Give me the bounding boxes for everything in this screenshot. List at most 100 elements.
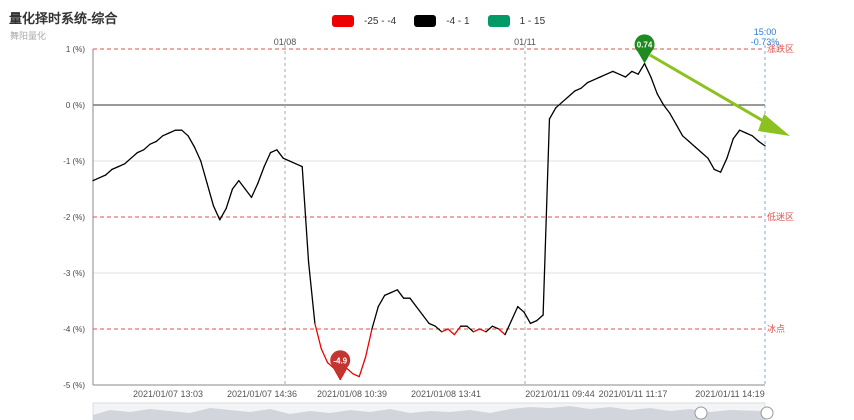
series-segment [219, 207, 227, 221]
series-segment [314, 322, 322, 350]
series-segment [662, 104, 671, 115]
series-segment [434, 325, 443, 333]
legend-label-mid: -4 - 1 [446, 15, 470, 27]
series-segment [263, 151, 272, 168]
series-segment [238, 179, 246, 190]
series-segment [390, 289, 398, 294]
series-segment [580, 81, 589, 89]
y-tick-label: -2 (%) [63, 213, 85, 222]
series-segment [472, 328, 481, 333]
series-segment [466, 325, 475, 333]
series-segment [371, 305, 379, 330]
series-segment [225, 188, 234, 210]
y-tick-label: -1 (%) [63, 157, 85, 166]
legend-swatch-low [332, 15, 354, 27]
series-segment [187, 135, 196, 148]
x-tick-label: 2021/01/08 10:39 [317, 389, 387, 399]
y-tick-label: 1 (%) [66, 45, 85, 54]
legend-item-mid[interactable]: -4 - 1 [414, 15, 470, 27]
series-segment [231, 179, 240, 190]
series-segment [681, 135, 690, 143]
series-segment [345, 367, 354, 375]
series-segment [745, 132, 753, 137]
y-axis: 1 (%) 0 (%) -1 (%) -2 (%) -3 (%) -4 (%) -5 (%) [63, 45, 94, 390]
series-segment [441, 328, 449, 333]
series-segment [244, 188, 253, 199]
series-segment [491, 325, 500, 330]
series-segment [567, 90, 576, 98]
day-marker-label: 01/11 [514, 37, 536, 47]
legend-item-low[interactable]: -25 - -4 [332, 15, 396, 27]
x-tick-label: 2021/01/11 09:44 [525, 389, 594, 399]
threshold-label: 冰点 [767, 323, 785, 334]
series-segment [136, 149, 145, 154]
series-segment [105, 168, 113, 176]
series-segment [447, 328, 456, 336]
series-segment [719, 157, 728, 173]
series-segment [586, 79, 595, 84]
series-segment [726, 137, 734, 159]
threshold-label: 低迷区 [767, 211, 794, 222]
x-tick-label: 2021/01/11 14:19 [695, 389, 764, 399]
series-segment [282, 157, 291, 162]
threshold-label: 涨跌区 [767, 44, 794, 54]
series-segment [498, 328, 506, 336]
series-segment [269, 149, 278, 154]
series-segment [250, 182, 259, 199]
series-segment [377, 294, 386, 308]
series-segment [707, 157, 715, 171]
series-line [92, 62, 766, 381]
series-segment [326, 361, 335, 369]
series-segment [181, 129, 189, 137]
series-segment [542, 118, 551, 316]
zoom-slider[interactable] [92, 402, 774, 420]
series-segment [295, 163, 303, 168]
series-segment [409, 297, 417, 308]
legend-swatch-high [487, 15, 510, 27]
series-segment [352, 373, 360, 378]
series-segment [713, 168, 722, 173]
series-segment [700, 151, 709, 159]
series-segment [688, 140, 696, 148]
zoom-handle-left[interactable] [694, 406, 708, 420]
series-segment [694, 146, 703, 154]
series-segment [98, 174, 107, 179]
end-time-label: 15:00 [754, 27, 777, 37]
series-segment [453, 325, 462, 336]
series-segment [593, 76, 601, 81]
series-segment [117, 163, 126, 168]
legend: -25 - -4 -4 - 1 1 - 15 [332, 15, 563, 27]
series-segment [415, 305, 424, 316]
series-segment [162, 132, 170, 137]
series-segment [320, 347, 329, 364]
series-segment [618, 73, 627, 78]
series-segment [732, 129, 741, 140]
day-marker-label: 01/08 [274, 37, 297, 47]
grid-lines [93, 45, 766, 386]
series-segment [517, 305, 525, 313]
series-segment [555, 101, 563, 109]
x-tick-label: 2021/01/07 14:36 [227, 389, 297, 399]
series-segment [624, 70, 633, 78]
series-segment [301, 165, 310, 263]
series-segment [637, 62, 646, 75]
point-markers: 0.74 -4.9 [330, 34, 655, 380]
y-tick-label: -3 (%) [63, 269, 85, 278]
min-point-marker: -4.9 [330, 350, 351, 380]
legend-item-high[interactable]: 1 - 15 [487, 15, 546, 27]
series-segment [396, 289, 405, 299]
series-segment [561, 95, 570, 103]
series-segment [422, 314, 430, 325]
series-segment [751, 135, 760, 143]
zoom-handle-right[interactable] [760, 406, 774, 420]
legend-label-high: 1 - 15 [519, 15, 546, 27]
series-segment [529, 319, 538, 325]
series-segment [168, 129, 177, 134]
series-segment [605, 70, 614, 75]
legend-label-low: -25 - -4 [364, 15, 397, 27]
series-segment [548, 107, 557, 120]
series-segment [92, 177, 100, 182]
series-segment [307, 261, 316, 325]
